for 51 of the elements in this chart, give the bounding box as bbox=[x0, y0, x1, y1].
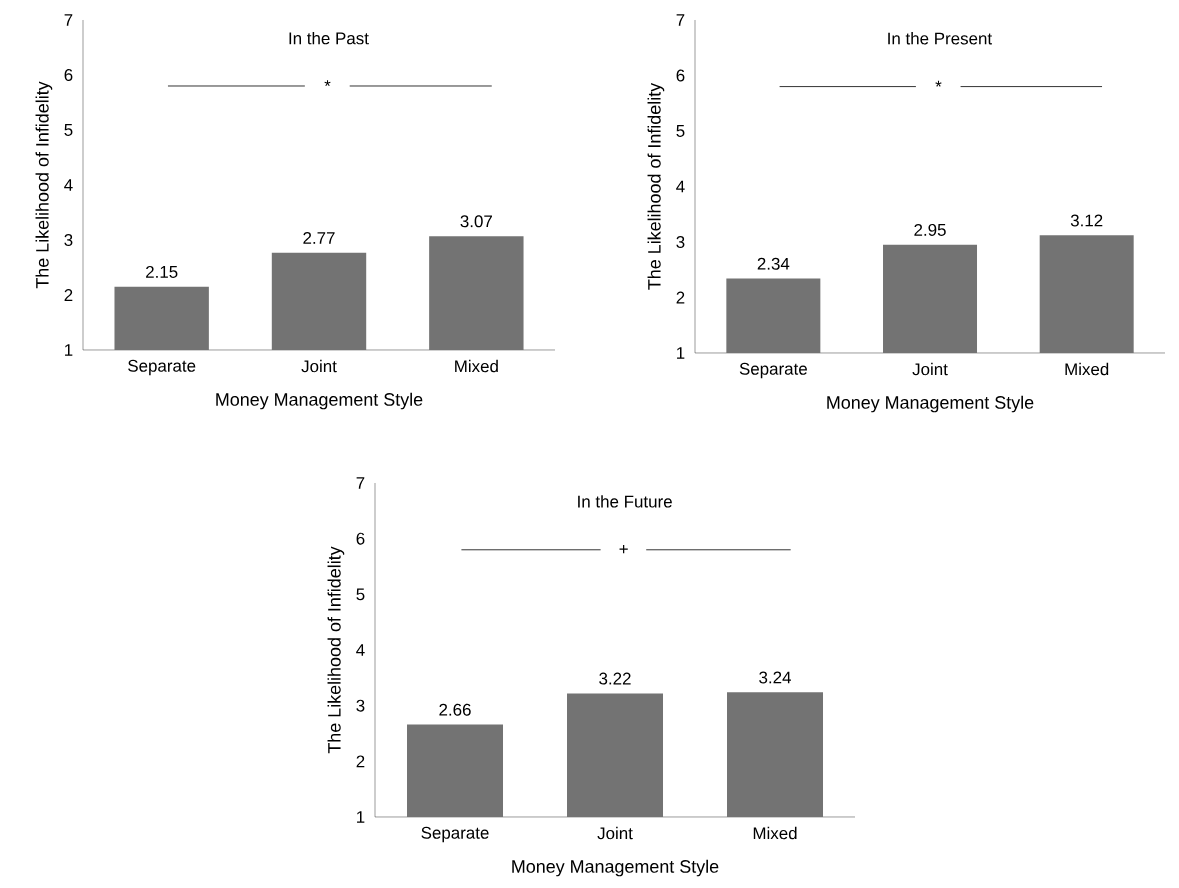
data-label: 2.34 bbox=[757, 257, 790, 270]
y-tick-label: 5 bbox=[64, 124, 73, 136]
annotation: + bbox=[619, 544, 628, 554]
y-tick-label: 1 bbox=[65, 344, 73, 356]
x-tick-label: Joint bbox=[597, 826, 633, 840]
y-tick-label: 2 bbox=[356, 755, 365, 768]
x-tick-label: Separate bbox=[739, 362, 807, 379]
text: In the Present bbox=[888, 32, 992, 45]
data-label: 2.15 bbox=[146, 265, 178, 278]
y-tick-label: 3 bbox=[64, 233, 73, 246]
y-axis-title: The Likelihood of Infidelity bbox=[327, 546, 345, 754]
y-tick-label: 3 bbox=[356, 699, 365, 712]
y-axis-title: The Likelihood of Infidelity bbox=[35, 81, 53, 289]
y-tick-label: 5 bbox=[356, 588, 365, 601]
data-label: 3.12 bbox=[1070, 214, 1103, 227]
x-axis-title: Money Management Style bbox=[216, 392, 423, 410]
y-tick-label: 4 bbox=[356, 644, 365, 656]
x-tick-label: Mixed bbox=[455, 359, 498, 373]
y-tick-label: 7 bbox=[676, 14, 685, 26]
y-tick-label: 6 bbox=[676, 69, 685, 82]
annotation: * bbox=[935, 80, 942, 87]
data-label: 2.77 bbox=[303, 231, 335, 244]
y-tick-label: 2 bbox=[676, 291, 685, 304]
x-tick-label: Mixed bbox=[1065, 362, 1109, 376]
data-label: 3.24 bbox=[759, 671, 791, 684]
x-axis-title: Money Management Style bbox=[512, 859, 719, 877]
data-label: 3.22 bbox=[599, 672, 631, 685]
text: In the Past bbox=[289, 31, 369, 45]
y-tick-label: 7 bbox=[356, 477, 365, 489]
data-label: 3.07 bbox=[460, 215, 492, 228]
x-tick-label: Joint bbox=[301, 359, 337, 373]
y-tick-label: 4 bbox=[64, 179, 73, 191]
y-tick-label: 7 bbox=[64, 14, 73, 26]
data-label: 2.66 bbox=[439, 703, 471, 716]
y-axis-title: The Likelihood of Infidelity bbox=[647, 82, 665, 290]
x-tick-label: Mixed bbox=[753, 826, 797, 840]
data-label: 2.95 bbox=[914, 223, 946, 236]
y-tick-label: 6 bbox=[64, 68, 73, 81]
text: In the Future bbox=[578, 495, 672, 508]
y-tick-label: 4 bbox=[676, 180, 685, 193]
x-axis-title: Money Management Style bbox=[827, 395, 1034, 413]
x-tick-label: Separate bbox=[128, 359, 196, 376]
y-tick-label: 2 bbox=[64, 289, 73, 301]
y-tick-label: 6 bbox=[356, 532, 365, 545]
y-tick-label: 5 bbox=[676, 125, 685, 137]
y-tick-label: 1 bbox=[357, 811, 365, 823]
annotation: * bbox=[324, 80, 331, 87]
x-tick-label: Separate bbox=[421, 826, 489, 843]
x-tick-label: Joint bbox=[912, 362, 948, 376]
y-tick-label: 3 bbox=[676, 235, 685, 248]
y-tick-label: 1 bbox=[677, 347, 685, 359]
